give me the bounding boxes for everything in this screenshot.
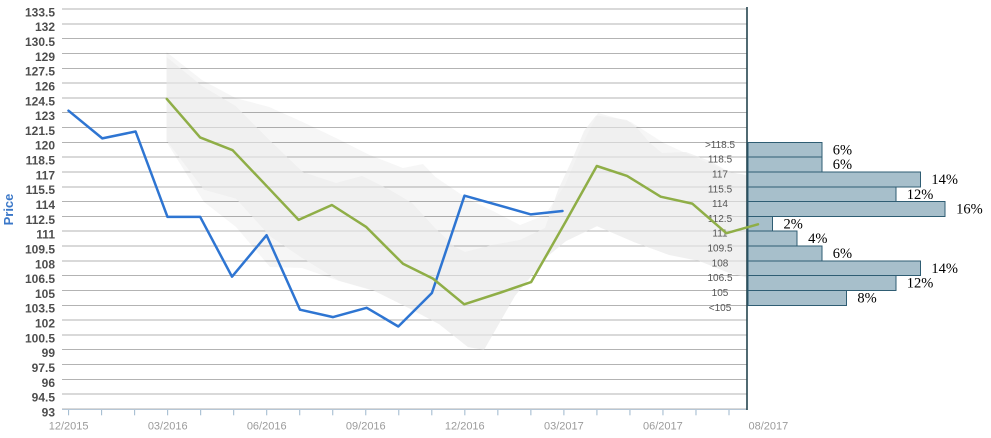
svg-text:97.5: 97.5: [32, 361, 56, 375]
svg-text:127.5: 127.5: [25, 65, 55, 79]
svg-text:2%: 2%: [784, 216, 803, 232]
svg-text:112.5: 112.5: [26, 213, 56, 227]
svg-text:6%: 6%: [833, 142, 852, 158]
svg-text:108: 108: [712, 258, 729, 269]
svg-text:16%: 16%: [956, 202, 983, 218]
svg-text:111: 111: [36, 228, 55, 242]
svg-text:93: 93: [42, 405, 56, 419]
svg-text:132: 132: [35, 20, 55, 34]
svg-text:103.5: 103.5: [25, 302, 55, 316]
svg-text:121.5: 121.5: [25, 124, 55, 138]
svg-text:115.5: 115.5: [708, 184, 733, 195]
svg-text:108: 108: [35, 257, 55, 271]
svg-text:106.5: 106.5: [25, 272, 55, 286]
svg-text:6%: 6%: [833, 157, 852, 173]
svg-text:123: 123: [35, 109, 55, 123]
svg-text:100.5: 100.5: [25, 331, 55, 345]
svg-text:126: 126: [35, 79, 55, 93]
svg-text:118.5: 118.5: [26, 154, 56, 168]
svg-text:94.5: 94.5: [32, 391, 56, 405]
svg-text:133.5: 133.5: [25, 5, 55, 19]
svg-text:114: 114: [36, 198, 56, 212]
svg-text:118.5: 118.5: [708, 155, 733, 166]
svg-text:12/2016: 12/2016: [445, 420, 485, 432]
svg-text:>118.5: >118.5: [705, 140, 736, 151]
svg-text:4%: 4%: [808, 231, 827, 247]
svg-text:102: 102: [35, 317, 55, 331]
svg-text:109.5: 109.5: [25, 242, 55, 256]
svg-text:8%: 8%: [857, 290, 876, 306]
svg-text:114: 114: [712, 199, 728, 210]
svg-text:111: 111: [712, 229, 728, 240]
svg-text:124.5: 124.5: [25, 94, 55, 108]
svg-text:117: 117: [712, 169, 728, 180]
svg-text:Price: Price: [1, 194, 16, 226]
svg-text:112.5: 112.5: [708, 214, 733, 225]
svg-text:106.5: 106.5: [707, 273, 732, 284]
svg-text:<105: <105: [709, 303, 732, 314]
svg-text:99: 99: [42, 346, 56, 360]
svg-text:03/2017: 03/2017: [544, 420, 584, 432]
svg-text:120: 120: [35, 139, 55, 153]
svg-text:14%: 14%: [931, 172, 958, 188]
svg-text:12/2015: 12/2015: [49, 420, 89, 432]
svg-text:12%: 12%: [907, 276, 934, 292]
svg-text:105: 105: [712, 288, 729, 299]
svg-text:115.5: 115.5: [26, 183, 56, 197]
svg-text:129: 129: [35, 50, 55, 64]
svg-text:96: 96: [42, 376, 56, 390]
svg-text:08/2017: 08/2017: [749, 420, 789, 432]
svg-text:130.5: 130.5: [25, 35, 55, 49]
svg-text:03/2016: 03/2016: [148, 420, 188, 432]
svg-text:105: 105: [35, 287, 55, 301]
svg-text:14%: 14%: [931, 261, 958, 277]
svg-text:06/2016: 06/2016: [247, 420, 287, 432]
svg-text:6%: 6%: [833, 246, 852, 262]
svg-text:09/2016: 09/2016: [346, 420, 386, 432]
svg-text:12%: 12%: [907, 187, 934, 203]
svg-text:117: 117: [36, 168, 56, 182]
svg-text:109.5: 109.5: [707, 244, 732, 255]
svg-text:06/2017: 06/2017: [643, 420, 683, 432]
